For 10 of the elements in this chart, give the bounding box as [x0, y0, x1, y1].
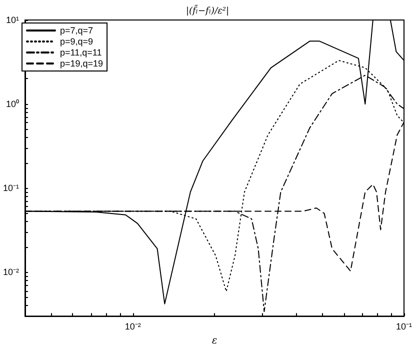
- y-tick-label: 10⁻¹: [2, 183, 20, 194]
- legend-label: p=11,q=11: [60, 48, 102, 58]
- y-tick-label: 10⁰: [6, 99, 20, 110]
- legend-label: p=19,q=19: [60, 58, 104, 68]
- x-axis-title: ε: [212, 336, 218, 346]
- chart-title: |(f̃ₗ−fₗ)/ε²|: [186, 4, 230, 16]
- legend-label: p=9,q=9: [60, 36, 94, 46]
- legend-label: p=7,q=7: [60, 26, 94, 36]
- y-tick-label: 10⁻²: [2, 267, 20, 278]
- y-tick-label: 10¹: [6, 15, 20, 25]
